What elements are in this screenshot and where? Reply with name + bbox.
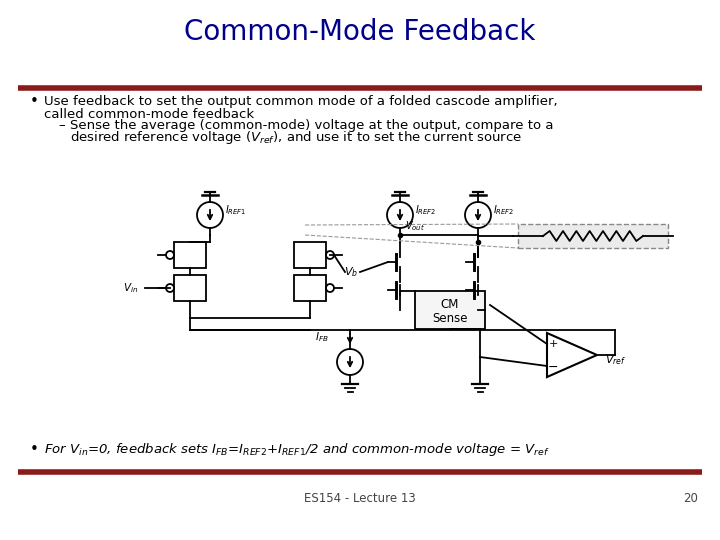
- Text: •: •: [30, 94, 39, 110]
- Text: Sense: Sense: [432, 312, 468, 325]
- Text: ES154 - Lecture 13: ES154 - Lecture 13: [304, 491, 416, 504]
- Text: called common-mode feedback: called common-mode feedback: [44, 107, 254, 120]
- Text: $I_{REF1}$: $I_{REF1}$: [225, 203, 246, 217]
- Text: Use feedback to set the output common mode of a folded cascode amplifier,: Use feedback to set the output common mo…: [44, 96, 557, 109]
- Text: 20: 20: [683, 491, 698, 504]
- Text: desired reference voltage ($V_{ref}$), and use it to set the current source: desired reference voltage ($V_{ref}$), a…: [70, 130, 522, 146]
- Text: Common-Mode Feedback: Common-Mode Feedback: [184, 18, 536, 46]
- Text: Sense the average (common-mode) voltage at the output, compare to a: Sense the average (common-mode) voltage …: [70, 119, 554, 132]
- Bar: [294, 275, 326, 301]
- Bar: [518, 224, 668, 248]
- Text: $-$: $-$: [547, 360, 559, 373]
- Text: $I_{FB}$: $I_{FB}$: [315, 330, 329, 344]
- Text: $I_{REF2}$: $I_{REF2}$: [493, 203, 514, 217]
- Bar: [294, 242, 326, 268]
- Text: $I_{REF2}$: $I_{REF2}$: [415, 203, 436, 217]
- Text: For $V_{in}$=0, feedback sets $I_{FB}$=$I_{REF2}$+$I_{REF1}$/2 and common-mode v: For $V_{in}$=0, feedback sets $I_{FB}$=$…: [44, 442, 549, 458]
- Text: +: +: [549, 339, 558, 349]
- Text: $V_{in}$: $V_{in}$: [123, 281, 138, 295]
- Text: –: –: [58, 119, 65, 132]
- Text: •: •: [30, 442, 39, 457]
- FancyBboxPatch shape: [415, 291, 485, 329]
- Text: $V_{ref}$: $V_{ref}$: [605, 353, 626, 367]
- Text: $V_{out}$: $V_{out}$: [405, 219, 425, 233]
- Bar: [174, 275, 206, 301]
- Bar: [174, 242, 206, 268]
- Text: $V_b$: $V_b$: [344, 265, 358, 279]
- Text: CM: CM: [441, 298, 459, 310]
